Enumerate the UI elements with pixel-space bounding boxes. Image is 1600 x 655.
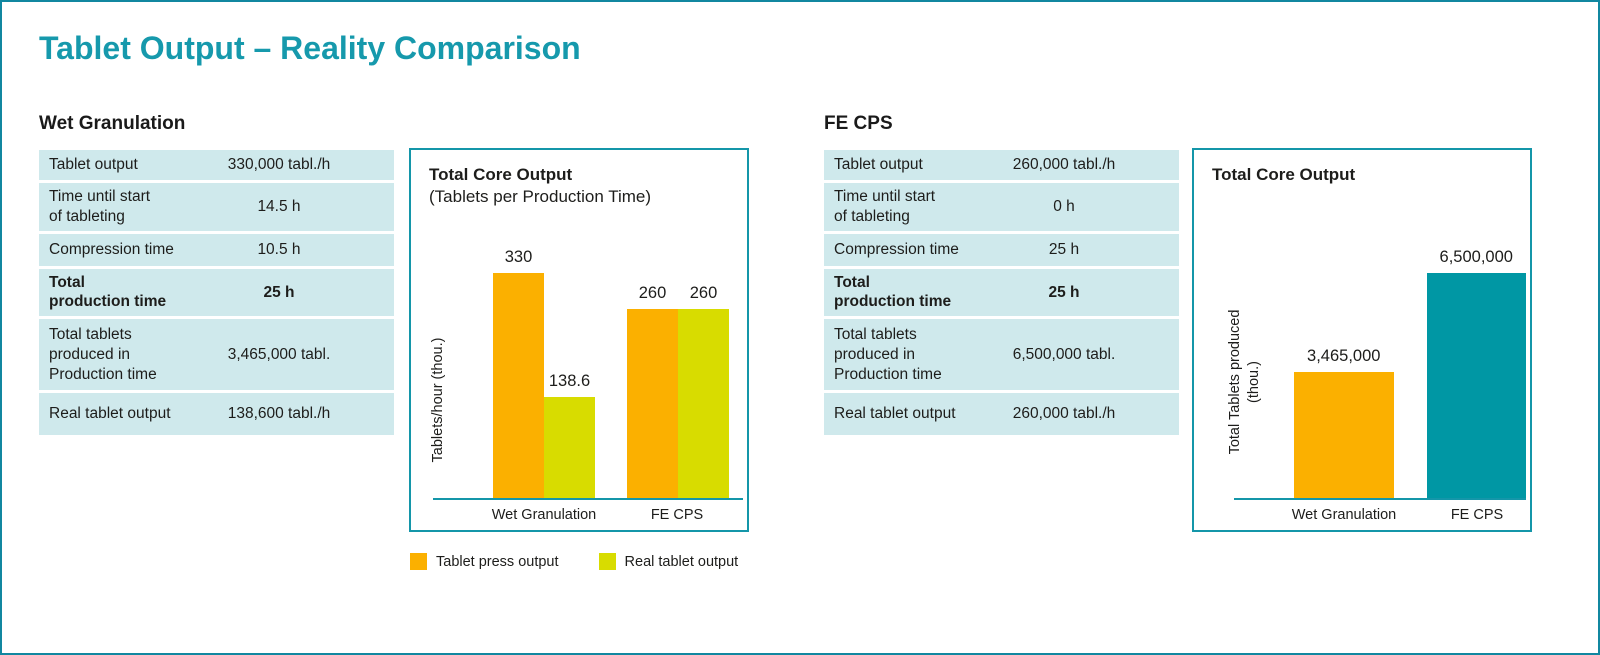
row-value: 25 h	[1048, 240, 1080, 258]
bar-value-label: 138.6	[548, 372, 591, 391]
table-row: Time until start of tableting 0 h	[824, 183, 1179, 231]
legend-swatch-yellow-green	[598, 553, 616, 570]
row-label: Total tablets produced in Production tim…	[49, 326, 157, 383]
row-value: 25 h	[263, 283, 295, 301]
x-tick-label: FE CPS	[650, 507, 704, 523]
row-label: Time until start of tableting	[49, 188, 151, 225]
bar-value-label: 260	[638, 284, 667, 303]
bar-wet-granulation-real-output	[544, 397, 595, 498]
legend-label: Real tablet output	[624, 553, 739, 570]
row-value: 330,000 tabl./h	[227, 156, 331, 174]
bar-value-label: 330	[504, 248, 533, 266]
fe-cps-table: Tablet output 260,000 tabl./h Time until…	[824, 150, 1179, 436]
page-title: Tablet Output – Reality Comparison	[39, 30, 581, 66]
bar-fecps-real-output	[678, 309, 729, 498]
row-label: Time until start of tableting	[834, 188, 936, 225]
x-tick-label: Wet Granulation	[1291, 507, 1397, 523]
row-label: Tablet output	[49, 156, 138, 174]
row-label: Real tablet output	[49, 405, 171, 423]
table-row: Real tablet output 138,600 tabl./h	[39, 393, 394, 436]
table-row: Tablet output 260,000 tabl./h	[824, 150, 1179, 180]
row-label: Total tablets produced in Production tim…	[834, 326, 942, 383]
table-row: Total tablets produced in Production tim…	[39, 319, 394, 391]
chart-legend: Tablet press output Real tablet output	[410, 553, 738, 570]
row-value: 0 h	[1053, 197, 1075, 215]
table-row-total: Total production time 25 h	[39, 268, 394, 317]
x-tick-label: FE CPS	[1450, 507, 1504, 523]
legend-item: Real tablet output	[598, 553, 739, 570]
row-label: Compression time	[49, 240, 174, 258]
bar-slot: 138.6	[544, 248, 595, 498]
wet-granulation-table: Tablet output 330,000 tabl./h Time until…	[39, 150, 394, 436]
row-value: 138,600 tabl./h	[227, 405, 331, 423]
row-value: 3,465,000 tabl.	[227, 345, 331, 363]
section-heading-wet-granulation: Wet Granulation	[39, 113, 186, 134]
row-label: Compression time	[834, 240, 959, 258]
bar-slot: 6,500,000	[1426, 248, 1526, 498]
row-label: Tablet output	[834, 156, 923, 174]
chart-subtitle: (Tablets per Production Time)	[429, 187, 652, 206]
right-bar-chart-panel: Total Core Output Total Tablets produced…	[1192, 148, 1532, 532]
bar-value-label: 6,500,000	[1439, 248, 1513, 266]
row-value: 6,500,000 tabl.	[1012, 345, 1116, 363]
row-value: 14.5 h	[257, 197, 301, 215]
table-row: Compression time 25 h	[824, 233, 1179, 266]
bar-wet-granulation-total-output	[1294, 372, 1394, 498]
section-heading-fe-cps: FE CPS	[824, 113, 893, 134]
chart-title: Total Core Output	[429, 165, 573, 184]
bar-fecps-total-output	[1426, 273, 1526, 498]
table-row: Total tablets produced in Production tim…	[824, 319, 1179, 391]
bar-value-label: 3,465,000	[1307, 347, 1381, 366]
plot-area: 3,465,000 6,500,000	[1234, 248, 1526, 498]
row-value: 10.5 h	[257, 240, 301, 258]
legend-label: Tablet press output	[436, 553, 559, 570]
bar-slot: 260	[678, 248, 729, 498]
bar-wet-granulation-press-output	[493, 273, 544, 498]
table-row: Time until start of tableting 14.5 h	[39, 183, 394, 231]
bar-fecps-press-output	[627, 309, 678, 498]
table-row-total: Total production time 25 h	[824, 268, 1179, 317]
x-tick-label: Wet Granulation	[491, 507, 597, 523]
x-axis-line	[433, 498, 743, 500]
row-value: 260,000 tabl./h	[1012, 156, 1116, 174]
row-label: Total production time	[49, 273, 167, 311]
bar-slot: 260	[627, 248, 678, 498]
x-axis-line	[1234, 498, 1526, 500]
bar-slot: 3,465,000	[1294, 248, 1394, 498]
row-value: 25 h	[1048, 283, 1080, 301]
left-bar-chart-panel: Total Core Output (Tablets per Productio…	[409, 148, 749, 532]
plot-area: 330 138.6 260 260	[433, 248, 743, 498]
row-label: Real tablet output	[834, 405, 956, 423]
table-row: Real tablet output 260,000 tabl./h	[824, 393, 1179, 436]
chart-title: Total Core Output	[1212, 165, 1356, 184]
table-row: Tablet output 330,000 tabl./h	[39, 150, 394, 180]
row-label: Total production time	[834, 273, 952, 311]
bar-value-label: 260	[689, 284, 718, 303]
legend-item: Tablet press output	[410, 553, 559, 570]
row-value: 260,000 tabl./h	[1012, 405, 1116, 423]
table-row: Compression time 10.5 h	[39, 233, 394, 266]
legend-swatch-orange	[410, 553, 427, 570]
bar-slot: 330	[493, 248, 544, 498]
